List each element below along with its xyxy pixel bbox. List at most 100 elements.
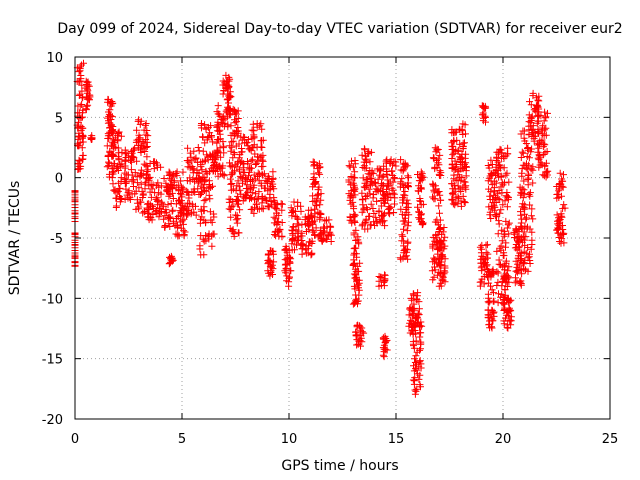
data-point	[519, 265, 527, 273]
data-point	[378, 180, 385, 188]
data-point	[372, 213, 380, 221]
data-point	[489, 317, 496, 325]
data-point	[461, 160, 468, 168]
data-point	[361, 179, 369, 187]
data-point	[236, 151, 244, 159]
data-point	[264, 251, 272, 259]
data-point	[437, 282, 445, 290]
data-point	[382, 157, 390, 165]
data-point	[154, 196, 162, 204]
data-point	[489, 307, 496, 315]
data-point	[283, 260, 291, 268]
data-point	[398, 231, 406, 239]
data-point	[522, 249, 530, 257]
data-point	[237, 159, 244, 167]
data-point	[495, 217, 503, 225]
data-point	[209, 167, 217, 175]
data-point	[170, 178, 178, 186]
data-point	[500, 232, 508, 240]
data-point	[165, 260, 173, 268]
data-point	[240, 193, 247, 201]
data-point	[513, 263, 521, 271]
data-point	[538, 130, 546, 138]
data-point	[369, 205, 377, 212]
data-point	[478, 275, 486, 283]
data-point	[455, 125, 463, 133]
data-point	[529, 179, 537, 187]
data-point	[298, 232, 306, 240]
data-point	[121, 164, 129, 172]
data-point	[248, 135, 256, 143]
data-point	[371, 222, 379, 229]
data-point	[311, 180, 319, 188]
data-point	[490, 184, 498, 192]
data-point	[533, 119, 541, 127]
data-point	[221, 119, 229, 127]
data-point	[529, 89, 537, 97]
data-point	[399, 199, 407, 207]
data-point	[263, 178, 271, 186]
data-point	[135, 116, 143, 124]
data-point	[350, 256, 358, 264]
data-point	[160, 215, 168, 223]
data-point	[226, 142, 234, 150]
data-point	[207, 216, 215, 224]
data-point	[520, 186, 528, 194]
data-point	[489, 196, 497, 204]
data-point	[417, 364, 425, 372]
data-point	[535, 144, 543, 152]
data-point	[201, 157, 209, 165]
data-point	[76, 114, 84, 122]
data-point	[281, 245, 289, 253]
data-point	[440, 224, 448, 231]
data-point	[538, 136, 546, 144]
data-point	[391, 200, 398, 208]
data-point	[108, 151, 116, 159]
data-point	[144, 132, 152, 140]
data-point	[231, 116, 238, 124]
data-point	[487, 215, 495, 222]
data-point	[480, 280, 488, 288]
data-point	[441, 268, 449, 276]
data-point	[370, 179, 378, 187]
data-point	[219, 90, 227, 98]
data-point	[415, 305, 423, 313]
data-point	[314, 165, 322, 173]
data-point	[299, 241, 307, 249]
data-point	[456, 165, 464, 173]
data-point	[449, 189, 457, 197]
data-point	[488, 286, 496, 294]
data-point	[409, 310, 417, 318]
data-point	[213, 108, 221, 116]
y-tick-label: -10	[42, 292, 63, 307]
data-point	[88, 132, 96, 140]
data-point	[345, 162, 353, 170]
data-point	[512, 225, 520, 233]
data-point	[555, 187, 563, 195]
data-point	[269, 168, 277, 176]
data-point	[235, 182, 243, 190]
data-point	[209, 138, 217, 146]
data-point	[198, 124, 205, 132]
data-point	[137, 170, 145, 178]
data-point	[82, 106, 90, 114]
data-point	[559, 183, 567, 191]
data-point	[253, 200, 261, 208]
data-point	[384, 191, 392, 198]
data-point	[347, 200, 355, 208]
data-point	[361, 146, 369, 154]
data-point	[327, 223, 335, 231]
data-point	[501, 230, 509, 238]
data-point	[107, 102, 115, 110]
data-point	[404, 255, 412, 263]
data-point	[138, 171, 145, 179]
data-point	[135, 138, 143, 146]
data-point	[288, 212, 296, 220]
data-point	[213, 146, 221, 154]
data-point	[525, 253, 533, 261]
data-point	[432, 148, 440, 156]
data-point	[525, 191, 533, 198]
data-point	[311, 210, 319, 218]
data-point	[250, 181, 258, 189]
data-point	[184, 144, 192, 152]
